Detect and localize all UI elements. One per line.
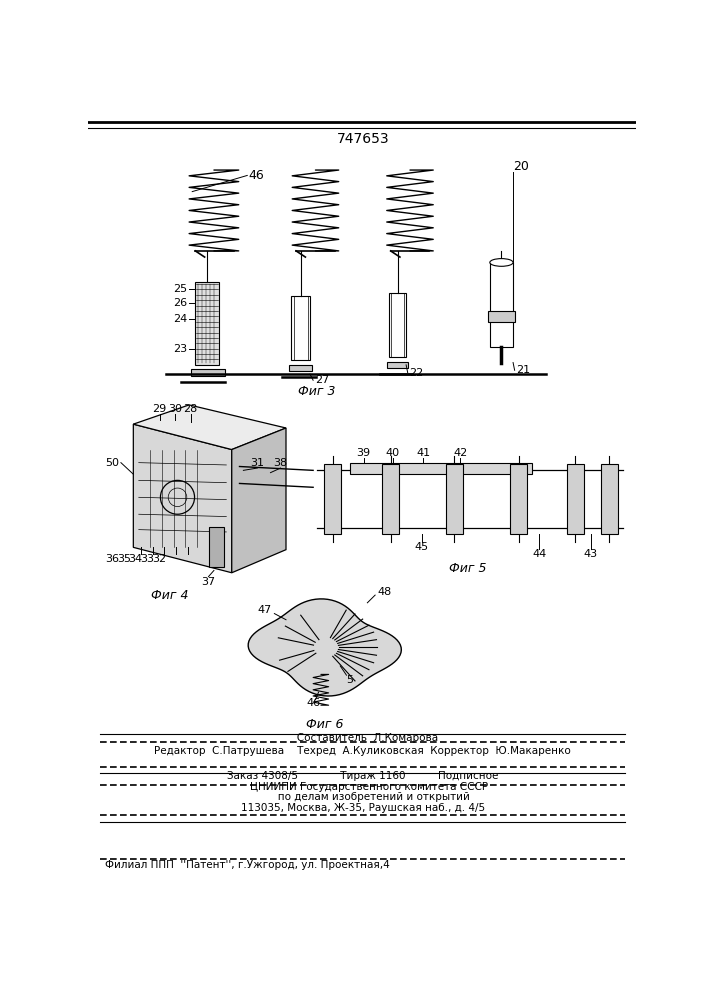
Text: 113035, Москва, Ж-35, Раушская наб., д. 4/5: 113035, Москва, Ж-35, Раушская наб., д. …	[240, 803, 485, 813]
Text: 27: 27	[315, 375, 329, 385]
Bar	[566, 464, 583, 534]
Text: 31: 31	[250, 458, 264, 468]
Text: 28: 28	[184, 404, 198, 414]
Text: 36: 36	[105, 554, 119, 564]
Bar	[382, 464, 399, 534]
Text: 50: 50	[105, 458, 119, 468]
Text: 41: 41	[416, 448, 431, 458]
Ellipse shape	[490, 259, 513, 266]
Text: Фиг 6: Фиг 6	[306, 718, 344, 731]
Text: 34: 34	[129, 554, 143, 564]
Text: по делам изобретений и открытий: по делам изобретений и открытий	[255, 792, 470, 802]
Bar	[445, 464, 462, 534]
Text: 26: 26	[173, 298, 187, 308]
Bar	[490, 262, 513, 347]
Text: 44: 44	[532, 549, 547, 559]
Text: Фиг 5: Фиг 5	[450, 562, 487, 575]
Text: Фиг 4: Фиг 4	[151, 589, 189, 602]
Text: 747653: 747653	[337, 132, 389, 146]
Polygon shape	[134, 405, 286, 450]
Text: 45: 45	[414, 542, 428, 552]
Text: 24: 24	[173, 314, 187, 324]
Text: Составитель  Л.Комарова: Составитель Л.Комарова	[287, 733, 438, 743]
Text: 46: 46	[306, 698, 320, 708]
Text: 21: 21	[516, 365, 530, 375]
Text: 30: 30	[168, 404, 182, 414]
Text: 23: 23	[173, 344, 187, 354]
Text: 40: 40	[386, 448, 400, 458]
Bar	[489, 311, 515, 322]
Text: Редактор  С.Патрушева    Техред  А.Куликовская  Корректор  Ю.Макаренко: Редактор С.Патрушева Техред А.Куликовска…	[154, 746, 571, 756]
Bar	[351, 463, 532, 474]
Text: 22: 22	[409, 368, 423, 378]
Text: 47: 47	[258, 605, 272, 615]
Bar	[209, 527, 224, 567]
Text: 46: 46	[249, 169, 264, 182]
Bar	[510, 464, 527, 534]
Text: 48: 48	[378, 587, 392, 597]
Bar	[291, 296, 310, 360]
Text: 25: 25	[173, 284, 187, 294]
Text: Филиал ППП  ''Патент'', г.Ужгород, ул. Проектная,4: Филиал ППП ''Патент'', г.Ужгород, ул. Пр…	[105, 860, 390, 870]
Bar	[289, 365, 312, 371]
Polygon shape	[248, 599, 402, 696]
Bar	[195, 282, 218, 365]
Text: 42: 42	[453, 448, 467, 458]
Bar	[387, 362, 409, 368]
Text: 20: 20	[513, 160, 529, 173]
Text: 37: 37	[201, 577, 216, 587]
Text: Заказ 4308/5             Тираж 1160          Подписное: Заказ 4308/5 Тираж 1160 Подписное	[227, 771, 498, 781]
Text: 38: 38	[274, 458, 288, 468]
Text: ЦНИИПИ Государственного комитета СССР: ЦНИИПИ Государственного комитета СССР	[237, 782, 489, 792]
Text: Фиг 3: Фиг 3	[298, 385, 336, 398]
Text: 43: 43	[583, 549, 597, 559]
Polygon shape	[134, 424, 232, 573]
Bar	[324, 464, 341, 534]
Polygon shape	[232, 428, 286, 573]
Text: 32: 32	[152, 554, 166, 564]
Text: 35: 35	[117, 554, 131, 564]
Text: 29: 29	[153, 404, 167, 414]
Text: 5: 5	[346, 675, 353, 685]
Bar	[191, 369, 225, 376]
Bar	[601, 464, 618, 534]
Text: 33: 33	[140, 554, 154, 564]
Bar	[389, 293, 406, 357]
Text: 39: 39	[356, 448, 370, 458]
